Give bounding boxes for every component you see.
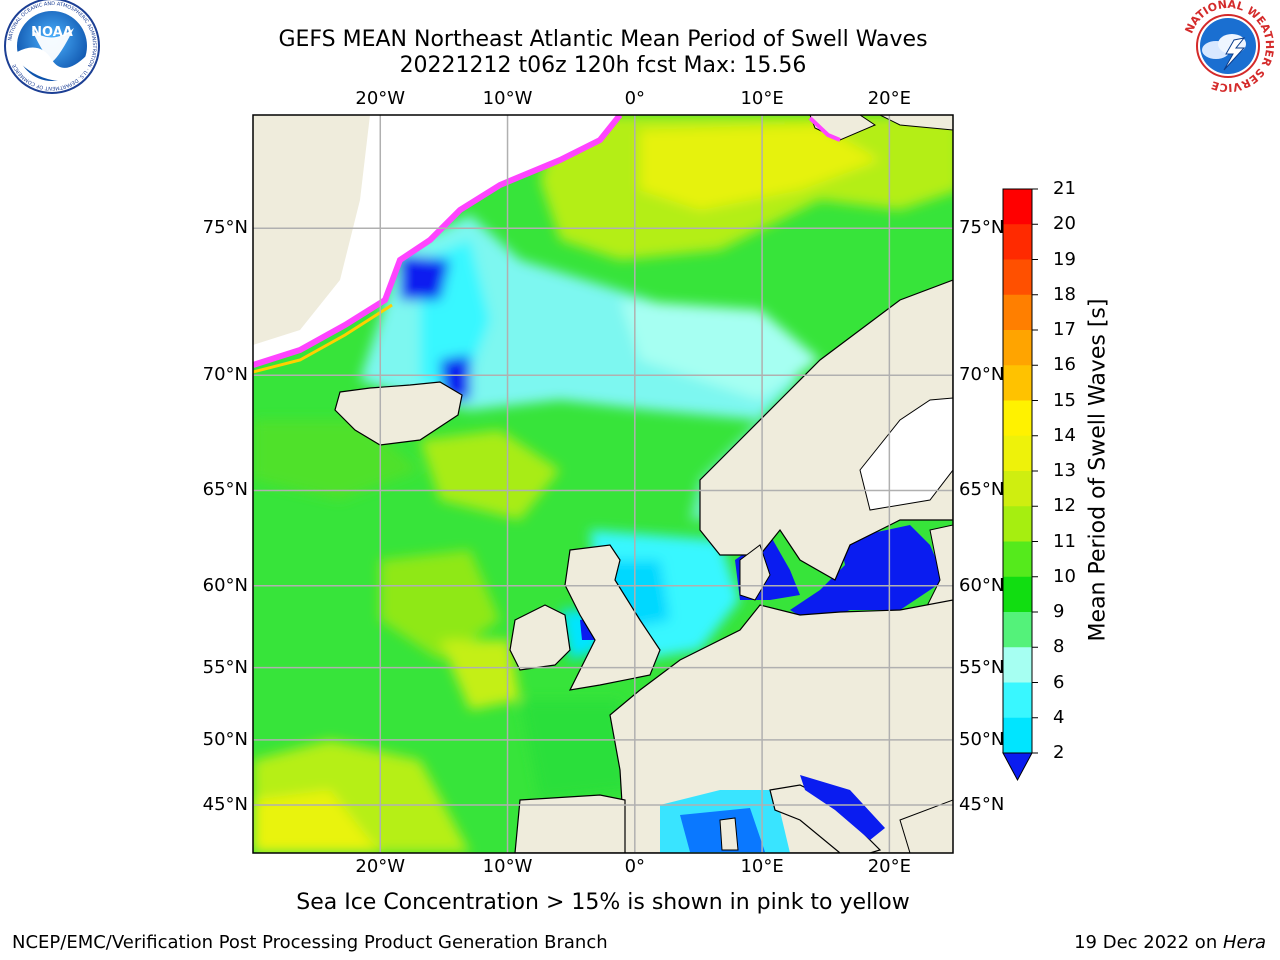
colorbar-band — [1003, 506, 1032, 542]
lon-label-bottom: 10°E — [740, 856, 784, 877]
colorbar-band — [1003, 541, 1032, 578]
colorbar-band — [1003, 717, 1032, 754]
colorbar-tick-label: 18 — [1053, 283, 1076, 305]
lon-label-bottom: 20°E — [867, 856, 911, 877]
colorbar-tick-label: 15 — [1053, 389, 1076, 411]
lat-label-right: 55°N — [959, 656, 1005, 678]
great-britain — [564, 544, 661, 691]
lat-label-right: 65°N — [959, 479, 1005, 501]
colorbar-tick-label: 17 — [1053, 319, 1076, 340]
svalbard — [809, 115, 877, 141]
colorbar-band — [1003, 682, 1032, 719]
colorbar-tick-label: 10 — [1053, 565, 1076, 587]
continental-europe — [609, 599, 953, 853]
colorbar-extend-arrow — [1002, 752, 1033, 782]
lat-label-left: 55°N — [202, 656, 248, 678]
lon-label-bottom: 20°W — [355, 856, 406, 877]
colorbar-tick-label: 8 — [1053, 636, 1065, 658]
lat-label-right: 50°N — [959, 728, 1005, 750]
footer-credit: NCEP/EMC/Verification Post Processing Pr… — [12, 932, 608, 953]
colorbar-band — [1003, 224, 1032, 260]
chart-title: GEFS MEAN Northeast Atlantic Mean Period… — [278, 27, 928, 52]
colorbar-band — [1003, 612, 1032, 648]
footer-date-text: 19 Dec 2022 on — [1074, 932, 1223, 953]
chart-subtitle: 20221212 t06z 120h fcst Max: 15.56 — [399, 53, 807, 78]
colorbar-label: Mean Period of Swell Waves [s] — [1085, 298, 1111, 642]
lat-label-left: 70°N — [202, 364, 248, 386]
footer-date: 19 Dec 2022 on Hera — [1074, 932, 1266, 953]
colorbar-tick-label: 19 — [1053, 248, 1076, 270]
colorbar-tick-label: 6 — [1053, 671, 1065, 693]
ireland — [509, 604, 571, 671]
colorbar-tick-label: 16 — [1053, 354, 1076, 376]
baltic-sea — [790, 525, 945, 625]
map-panel — [253, 115, 953, 853]
colorbar-tick-label: 13 — [1053, 460, 1076, 481]
colorbar-tick-label: 14 — [1053, 424, 1076, 446]
noaa-logo: NOAA NATIONAL OCEANIC AND ATMOSPHERIC AD… — [4, 0, 100, 94]
lat-label-right: 70°N — [959, 364, 1005, 386]
lat-label-right: 60°N — [959, 574, 1005, 596]
colorbar-band — [1003, 576, 1032, 613]
lat-label-left: 60°N — [202, 574, 248, 596]
map-frame — [252, 114, 954, 854]
lat-label-left: 75°N — [202, 217, 248, 239]
colorbar-tick-label: 21 — [1053, 178, 1076, 199]
swell-field-patches — [253, 115, 953, 853]
lon-label-top: 20°E — [867, 88, 911, 109]
colorbar-tick-label: 9 — [1053, 601, 1065, 622]
lon-label-bottom: 0° — [624, 856, 646, 877]
colorbar-tick-label: 11 — [1053, 530, 1076, 552]
lon-label-top: 20°W — [355, 88, 406, 109]
colorbar-band — [1003, 365, 1032, 401]
lat-label-left: 65°N — [202, 479, 248, 501]
corsica-sardinia — [719, 817, 739, 851]
footer-machine: Hera — [1222, 932, 1266, 953]
gulf-of-bothnia — [859, 397, 953, 511]
colorbar-tick-label: 4 — [1053, 706, 1065, 728]
lat-label-right: 75°N — [959, 217, 1005, 239]
lat-label-left: 45°N — [202, 793, 248, 815]
adriatic — [800, 775, 885, 840]
lon-label-top: 0° — [624, 88, 646, 109]
iceland — [334, 381, 463, 446]
colorbar-tick-label: 12 — [1053, 495, 1076, 517]
colorbar-band — [1003, 189, 1032, 225]
map-gridlines — [253, 115, 953, 853]
colorbar-band — [1003, 435, 1032, 472]
colorbar-band — [1003, 259, 1032, 296]
lon-label-top: 10°E — [740, 88, 784, 109]
nws-logo: NATIONAL WEATHER SERVICE — [1183, 0, 1277, 94]
colorbar — [1002, 188, 1038, 782]
ice-edge — [253, 115, 623, 368]
lat-label-right: 45°N — [959, 793, 1005, 815]
iberia — [514, 794, 626, 853]
colorbar-band — [1003, 647, 1032, 683]
noaa-logo-text: NOAA — [31, 25, 73, 40]
sea-ice-note: Sea Ice Concentration > 15% is shown in … — [296, 890, 910, 915]
colorbar-tick-label: 20 — [1053, 213, 1076, 235]
greenland-coast — [253, 115, 370, 345]
colorbar-band — [1003, 294, 1032, 331]
lon-label-top: 10°W — [482, 88, 533, 109]
colorbar-tick-label: 2 — [1053, 742, 1065, 763]
colorbar-band — [1003, 330, 1032, 366]
colorbar-band — [1003, 471, 1032, 507]
colorbar-band — [1003, 400, 1032, 437]
lat-label-left: 50°N — [202, 728, 248, 750]
lon-label-bottom: 10°W — [482, 856, 533, 877]
